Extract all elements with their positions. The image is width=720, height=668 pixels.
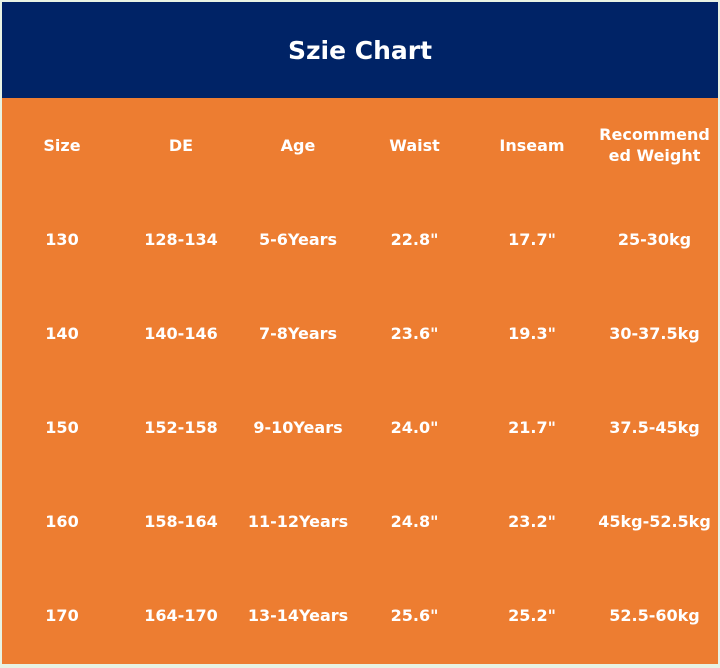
table-cell: 158-164 <box>144 511 218 531</box>
table-cell: 140-146 <box>144 323 218 343</box>
table-cell: 25.2" <box>508 605 556 625</box>
table-cell: 11-12Years <box>247 511 349 531</box>
table: Size DE Age Waist Inseam Recommended Weight 13… <box>2 98 718 662</box>
table-cell: 52.5-60kg <box>609 605 700 625</box>
table-cell: 150 <box>45 417 79 437</box>
table-cell: 22.8" <box>390 229 439 249</box>
table-cell: 25-30kg <box>617 229 692 249</box>
column-header: Inseam <box>499 135 565 155</box>
column-header: Size <box>43 135 81 155</box>
table-cell: 24.8" <box>390 511 439 531</box>
table-cell: 30-37.5kg <box>609 323 700 343</box>
table-cell: 24.0" <box>390 417 439 437</box>
table-cell: 130 <box>45 229 79 249</box>
table-cell: 140 <box>45 323 79 343</box>
table-cell: 160 <box>45 511 79 531</box>
table-cell: 7-8Years <box>258 323 338 343</box>
column-header: Waist <box>389 135 440 155</box>
table-cell: 23.6" <box>390 323 439 343</box>
table-cell: 21.7" <box>508 417 556 437</box>
table-cell: 5-6Years <box>258 229 338 249</box>
table-cell: 37.5-45kg <box>609 417 700 437</box>
table-cell: 23.2" <box>508 511 556 531</box>
column-header: Recommended Weight <box>599 125 710 165</box>
table-cell: 25.6" <box>390 605 439 625</box>
table-cell: 152-158 <box>144 417 218 437</box>
table-cell: 13-14Years <box>247 605 349 625</box>
table-cell: 45kg-52.5kg <box>598 511 711 531</box>
table-cell: 19.3" <box>508 323 556 343</box>
table-cell: 170 <box>45 605 79 625</box>
title-bar: Szie Chart <box>2 2 718 98</box>
table-cell: 128-134 <box>144 229 218 249</box>
title: Szie Chart <box>287 35 433 65</box>
table-cell: 17.7" <box>508 229 556 249</box>
column-header: Age <box>280 135 316 155</box>
table-cell: 164-170 <box>144 605 218 625</box>
table-cell: 9-10Years <box>253 417 343 437</box>
column-header: DE <box>168 135 194 155</box>
